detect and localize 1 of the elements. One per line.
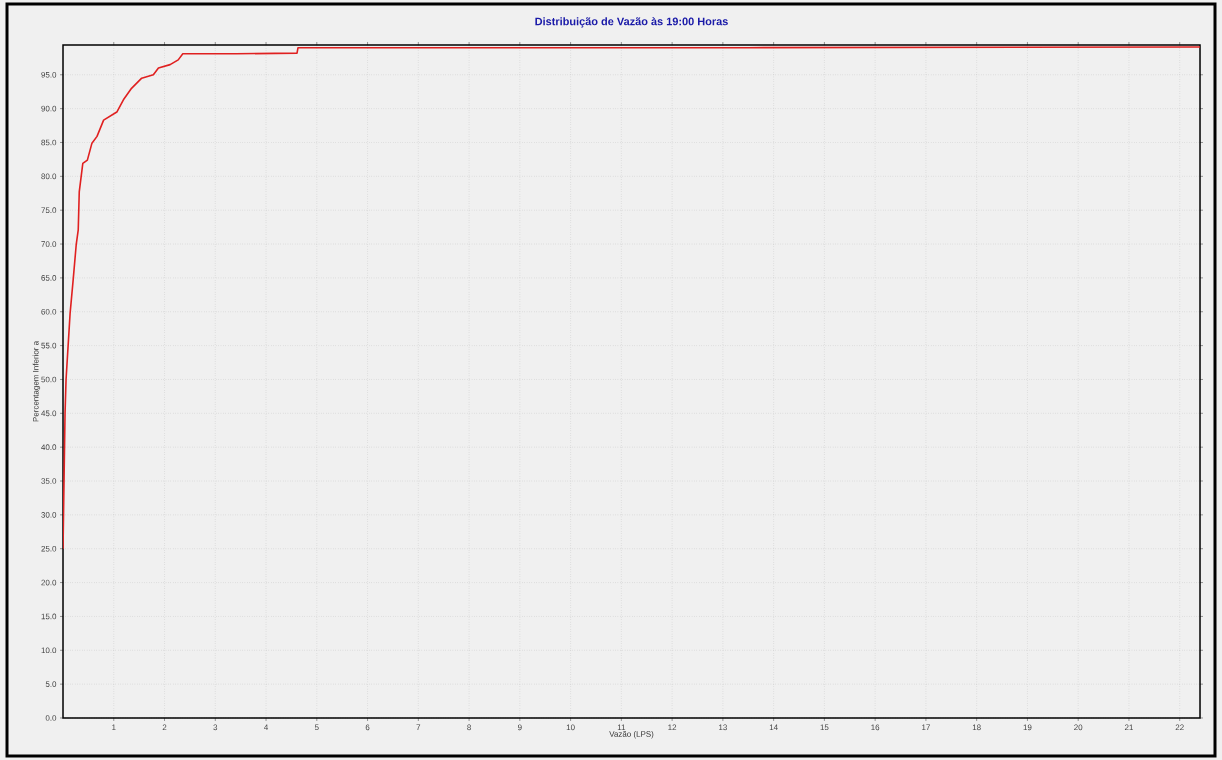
chart-title: Distribuição de Vazão às 19:00 Horas — [535, 17, 728, 28]
